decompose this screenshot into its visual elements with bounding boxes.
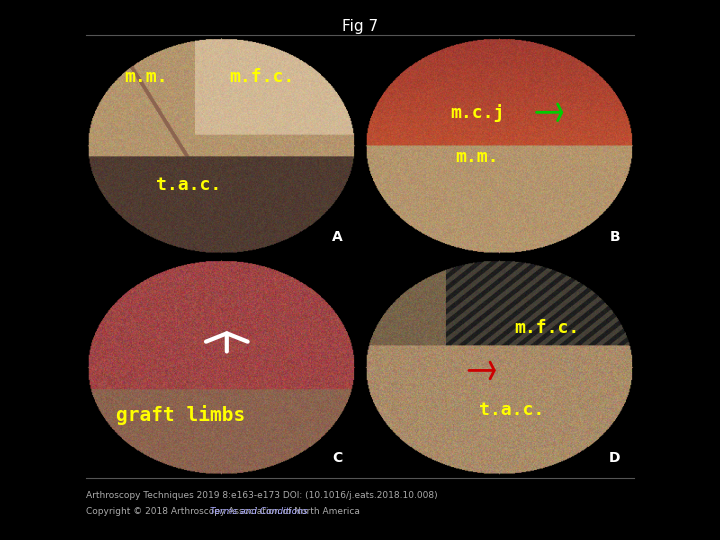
Text: B: B	[609, 230, 620, 244]
Text: t.a.c.: t.a.c.	[156, 176, 222, 194]
Text: m.m.: m.m.	[455, 147, 499, 166]
Text: m.f.c.: m.f.c.	[515, 319, 580, 338]
Text: m.m.: m.m.	[124, 68, 168, 86]
Text: A: A	[332, 230, 343, 244]
Text: Terms and Conditions: Terms and Conditions	[210, 507, 307, 516]
Text: Copyright © 2018 Arthroscopy Association of North America: Copyright © 2018 Arthroscopy Association…	[86, 507, 363, 516]
Text: graft limbs: graft limbs	[116, 404, 246, 425]
Text: D: D	[609, 451, 621, 465]
Text: t.a.c.: t.a.c.	[480, 401, 545, 420]
Text: Arthroscopy Techniques 2019 8:e163-e173 DOI: (10.1016/j.eats.2018.10.008): Arthroscopy Techniques 2019 8:e163-e173 …	[86, 490, 438, 500]
Text: Fig 7: Fig 7	[342, 19, 378, 34]
Text: m.c.j: m.c.j	[450, 104, 504, 123]
Text: m.f.c.: m.f.c.	[229, 68, 294, 86]
Text: C: C	[333, 451, 343, 465]
